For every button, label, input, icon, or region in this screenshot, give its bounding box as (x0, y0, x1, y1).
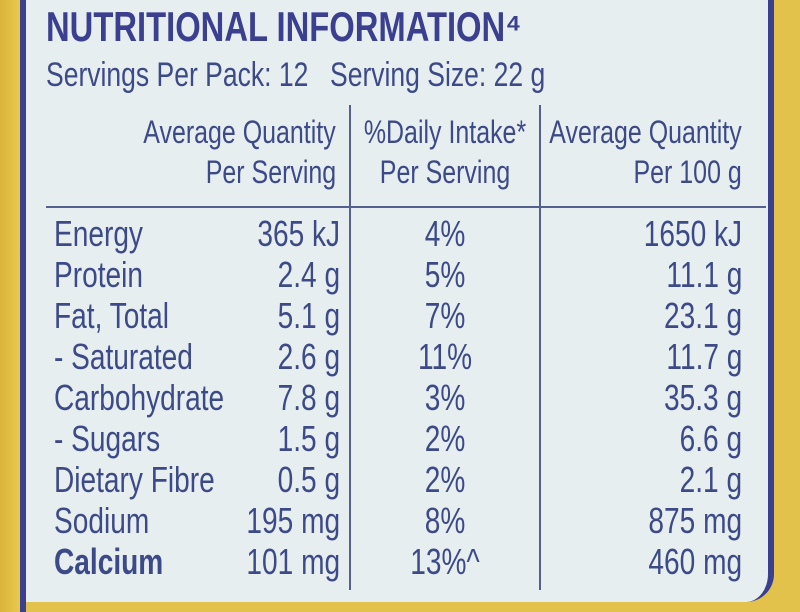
column-divider (539, 105, 541, 590)
daily-intake: 11% (417, 336, 473, 377)
header-divider (46, 206, 766, 208)
per-serving: 1.5 g (277, 418, 340, 459)
per-100g: 11.7 g (666, 336, 742, 377)
nutrient-name: Calcium (54, 541, 164, 582)
column-divider (349, 105, 351, 590)
per-serving: 2.6 g (277, 336, 340, 377)
daily-intake: 3% (424, 377, 466, 418)
title: NUTRITIONAL INFORMATION⁴ (46, 3, 522, 50)
per-serving: 7.8 g (277, 377, 340, 418)
servings-per-pack: Servings Per Pack: 12 (46, 56, 309, 94)
daily-intake: 8% (424, 500, 466, 541)
column-header: Per Serving (205, 154, 336, 190)
daily-intake: 13%^ (410, 541, 480, 582)
column-header: %Daily Intake* (363, 114, 527, 150)
column-header: Average Quantity (143, 114, 336, 150)
nutrient-name: Fat, Total (54, 295, 169, 336)
daily-intake: 2% (424, 418, 466, 459)
per-serving: 0.5 g (277, 459, 340, 500)
per-100g: 11.1 g (666, 254, 742, 295)
per-serving: 101 mg (246, 541, 340, 582)
daily-intake: 7% (424, 295, 466, 336)
nutrient-name: - Sugars (54, 418, 161, 459)
nutrient-name: Dietary Fibre (54, 459, 215, 500)
nutrition-label (26, 0, 774, 602)
nutrient-name: - Saturated (54, 336, 193, 377)
per-100g: 875 mg (648, 500, 742, 541)
per-serving: 365 kJ (257, 213, 340, 254)
per-100g: 6.6 g (679, 418, 742, 459)
per-100g: 460 mg (648, 541, 742, 582)
per-serving: 5.1 g (277, 295, 340, 336)
per-100g: 2.1 g (679, 459, 742, 500)
per-serving: 2.4 g (277, 254, 340, 295)
per-100g: 23.1 g (663, 295, 742, 336)
column-header: Per 100 g (633, 154, 742, 190)
per-100g: 35.3 g (663, 377, 742, 418)
column-header: Per Serving (379, 154, 511, 190)
nutrient-name: Protein (54, 254, 143, 295)
daily-intake: 2% (424, 459, 466, 500)
per-100g: 1650 kJ (643, 213, 742, 254)
per-serving: 195 mg (246, 500, 340, 541)
nutrient-name: Sodium (54, 500, 150, 541)
column-header: Average Quantity (549, 114, 742, 150)
daily-intake: 5% (424, 254, 466, 295)
nutrient-name: Energy (54, 213, 143, 254)
nutrient-name: Carbohydrate (54, 377, 225, 418)
serving-size: Serving Size: 22 g (330, 56, 546, 94)
daily-intake: 4% (424, 213, 466, 254)
